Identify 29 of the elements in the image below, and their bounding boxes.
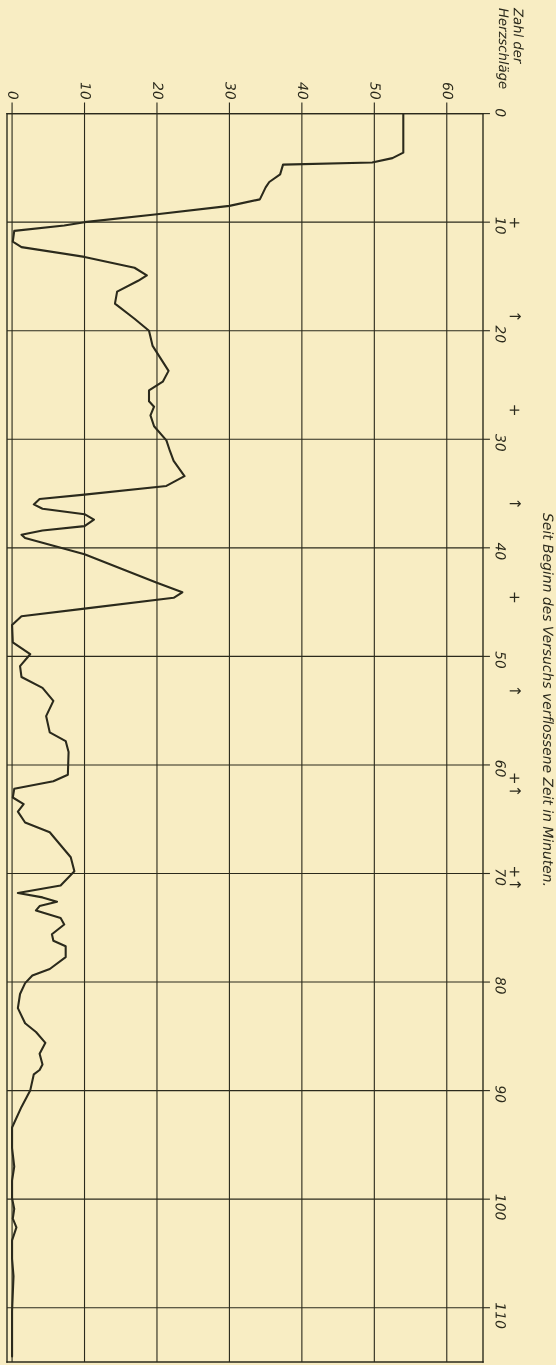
text: + [509,405,520,415]
text: + [509,218,520,228]
text: ↑ [509,313,521,320]
y-tick-label: 90 [495,1085,506,1103]
x-tick-label: 30 [225,82,236,100]
text: + [509,592,520,603]
y-tick-label: 40 [495,542,506,560]
y-tick-label: 70 [495,869,506,886]
x-tick-label: 0 [8,91,19,100]
y-tick-label: 10 [495,217,506,234]
text: +↑ [509,867,521,888]
y-axis-title: Seit Beginn des Versuchs verflossene Zeit in Minuten. [540,513,554,886]
text: Zahl der Herzschläge [496,7,524,89]
y-tick-label: 80 [495,977,506,994]
y-tick-label: 100 [495,1194,506,1220]
x-tick-label: 60 [442,82,454,100]
y-tick-label: 60 [495,760,506,777]
x-tick-label: 40 [297,82,309,100]
text: ↑ [509,687,521,695]
x-tick-label: 50 [370,82,381,100]
y-tick-label: 20 [495,325,506,343]
x-tick-label: 20 [152,82,164,100]
y-tick-label: 0 [495,109,506,117]
y-tick-label: 30 [495,434,506,451]
y-tick-label: 110 [495,1303,506,1329]
text: ↑ [509,500,521,507]
x-tick-label: 10 [80,82,91,100]
text: +↑ [509,773,521,795]
y-tick-label: 50 [495,651,506,669]
